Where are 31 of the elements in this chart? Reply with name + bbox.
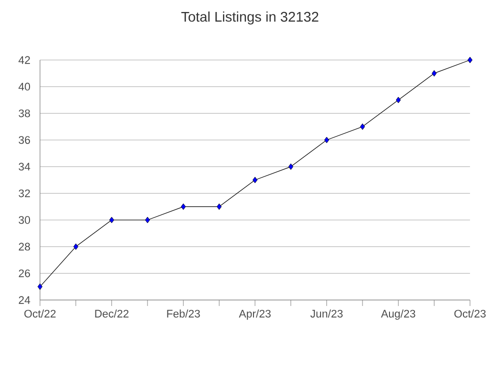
y-tick-label: 24 bbox=[18, 296, 30, 304]
point bbox=[145, 216, 150, 224]
point bbox=[109, 216, 114, 224]
point bbox=[216, 203, 222, 210]
point bbox=[324, 136, 330, 144]
y-tick-label: 26 bbox=[18, 269, 30, 278]
x-tick-label: Aug/23 bbox=[380, 310, 416, 320]
x-tick-label: Apr/23 bbox=[238, 310, 271, 320]
point bbox=[432, 70, 437, 77]
y-tick-label: 36 bbox=[18, 136, 30, 144]
y-tick-label: 38 bbox=[18, 109, 30, 118]
y-tick-label: 32 bbox=[18, 189, 30, 198]
x-tick-label: Jun/23 bbox=[310, 310, 343, 318]
point bbox=[180, 203, 186, 210]
point bbox=[360, 123, 365, 130]
y-tick-label: 42 bbox=[18, 56, 30, 64]
x-tick-label: Oct/22 bbox=[24, 310, 56, 318]
x-tick-label: Feb/23 bbox=[167, 310, 200, 318]
x-tick-label: Dec/22 bbox=[95, 310, 128, 318]
point bbox=[468, 56, 472, 64]
point bbox=[73, 243, 78, 250]
y-tick-label: 30 bbox=[18, 216, 30, 224]
point bbox=[288, 163, 294, 170]
y-tick-label: 40 bbox=[18, 82, 30, 91]
point bbox=[252, 176, 258, 184]
point bbox=[38, 283, 42, 290]
y-tick-label: 34 bbox=[18, 162, 30, 171]
y-tick-label: 28 bbox=[18, 242, 30, 251]
x-tick-label: Oct/23 bbox=[454, 310, 486, 318]
chart-title: Total Listings in 32132 bbox=[181, 11, 318, 24]
point bbox=[396, 96, 401, 104]
